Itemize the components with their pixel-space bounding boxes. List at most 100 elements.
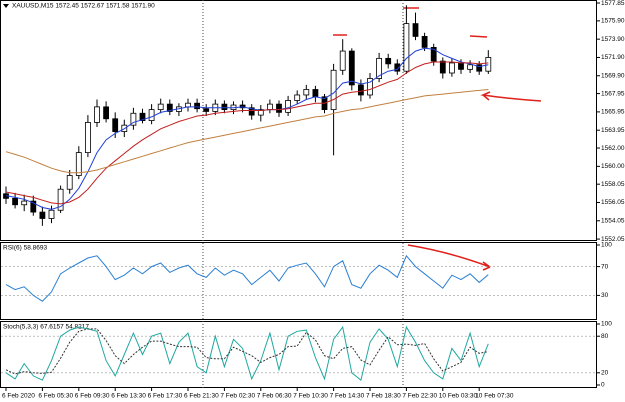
candle-body (439, 60, 446, 74)
candle-body (285, 100, 292, 113)
indicator-line (5, 254, 489, 302)
x-tick-label: 7 Feb 18:30 (366, 393, 401, 400)
y-tick-label: 1563.95 (601, 127, 625, 134)
candle-body (185, 102, 191, 108)
x-tick-label: 6 Feb 2020 (2, 393, 35, 400)
candle-body (30, 200, 37, 213)
drawings (333, 7, 542, 271)
candle-body (48, 209, 55, 219)
x-tick-label: 6 Feb 13:30 (111, 393, 146, 400)
candle-body (94, 106, 100, 123)
indicator-line (5, 325, 489, 381)
y-tick-label: 1567.95 (601, 90, 625, 97)
x-tick-label: 10 Feb 07:30 (475, 393, 514, 400)
candle-body (194, 102, 201, 110)
y-tick-label: 0 (601, 382, 605, 389)
y-tick-label: 100 (601, 321, 612, 328)
y-tick-label: 30 (601, 292, 609, 299)
candle-body (221, 103, 228, 111)
y-tick-label: 1556.05 (601, 199, 625, 206)
y-tick-label: 1575.90 (601, 18, 625, 25)
candle-body (148, 109, 155, 121)
candle-body (157, 103, 164, 111)
pane-title: RSI(6) 58.8693 (3, 245, 47, 252)
candle-body (448, 62, 455, 74)
x-tick-label: 6 Feb 09:30 (75, 393, 110, 400)
candle-body (166, 103, 173, 112)
drawn-arrow (407, 244, 491, 271)
y-tick-label: 1569.90 (601, 72, 625, 79)
y-tick-label: 80 (601, 333, 609, 340)
y-tick-label: 1560.00 (601, 163, 625, 170)
candle-body (66, 175, 73, 190)
stoch-pane (0, 321, 597, 388)
candle-body (421, 36, 428, 48)
y-tick-label: 100 (601, 242, 612, 249)
y-tick-label: 1554.05 (601, 217, 625, 224)
candle-body (139, 112, 146, 121)
candle-body (12, 197, 19, 206)
candle-body (367, 78, 373, 96)
rsi-pane (0, 242, 597, 320)
candle-body (203, 108, 210, 112)
candle-body (357, 84, 364, 96)
candle-body (39, 211, 46, 219)
x-tick-label: 6 Feb 21:30 (184, 393, 219, 400)
drawn-line (469, 35, 488, 38)
candle-body (476, 64, 483, 72)
price-pane (0, 0, 597, 241)
x-tick-label: 7 Feb 10:30 (293, 393, 328, 400)
x-tick-label: 6 Feb 05:30 (38, 393, 73, 400)
candle-body (112, 118, 119, 132)
candle-body (430, 46, 437, 62)
candle-body (257, 109, 264, 116)
candle-body (130, 112, 137, 126)
x-tick-label: 10 Feb 03:30 (439, 393, 478, 400)
y-tick-label: 20 (601, 370, 609, 377)
candle-body (85, 122, 91, 154)
candle-body (467, 64, 474, 70)
candle-body (376, 57, 383, 79)
candle-body (266, 103, 273, 111)
y-tick-label: 1577.85 (601, 0, 625, 7)
y-tick-label: 1562.00 (601, 145, 625, 152)
indicator-line (5, 47, 489, 210)
candle-body (103, 106, 109, 120)
pane-title: XAUUSD,M15 1572.45 1572.67 1571.58 1571.… (12, 3, 155, 10)
candle-body (21, 200, 28, 206)
x-tick-label: 7 Feb 14:30 (330, 393, 365, 400)
indicator-line (5, 328, 489, 375)
candle-body (75, 152, 82, 176)
candle-body (394, 63, 401, 72)
pane-title: Stoch(5,3,3) 67.6157 54.8217 (3, 324, 89, 331)
candle-body (330, 69, 337, 111)
candle-body (385, 57, 392, 65)
candle-body (348, 50, 355, 86)
y-tick-label: 1573.90 (601, 36, 625, 43)
candle-body (312, 89, 319, 98)
y-tick-label: 1565.95 (601, 109, 625, 116)
y-tick-label: 70 (601, 263, 609, 270)
candle-body (276, 103, 282, 113)
candle-body (339, 50, 346, 71)
symbol-menu[interactable] (3, 4, 9, 8)
candle-body (294, 94, 301, 101)
candle-body (458, 62, 464, 70)
x-tick-label: 7 Feb 02:30 (220, 393, 255, 400)
candle-body (485, 57, 492, 72)
y-tick-label: 1571.90 (601, 54, 625, 61)
candle-body (57, 188, 64, 211)
y-tick-label: 1558.05 (601, 181, 625, 188)
x-tick-label: 7 Feb 22:30 (402, 393, 437, 400)
x-tick-label: 7 Feb 06:30 (257, 393, 292, 400)
candle-body (412, 23, 419, 37)
candle-body (303, 89, 310, 96)
drawn-arrow (480, 91, 542, 102)
indicator-line (5, 89, 489, 174)
x-tick-label: 6 Feb 17:30 (148, 393, 183, 400)
indicator-line (5, 61, 489, 205)
y-tick-label: 1552.05 (601, 236, 625, 243)
